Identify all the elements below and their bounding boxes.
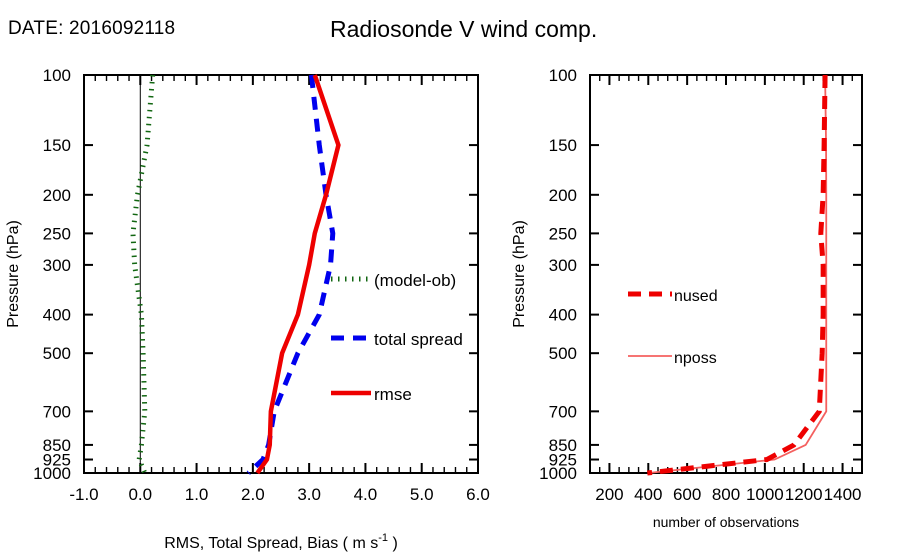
y-tick-label: 1000 xyxy=(33,464,71,483)
legend-label-total-spread: total spread xyxy=(374,330,463,349)
series-rmse xyxy=(255,74,341,475)
x-axis-label-main: RMS, Total Spread, Bias ( m s xyxy=(164,535,378,552)
y-tick-label: 500 xyxy=(43,344,71,363)
y-tick-label: 300 xyxy=(43,256,71,275)
x-tick-label: 0.0 xyxy=(128,485,152,504)
x-tick-label: 400 xyxy=(634,485,662,504)
legend-label-nposs: nposs xyxy=(674,350,717,367)
date-label: DATE: 2016092118 xyxy=(8,18,176,39)
y-tick-label: 200 xyxy=(549,186,577,205)
y-axis-label: Pressure (hPa) xyxy=(511,220,528,328)
plot-frame xyxy=(83,74,479,474)
x-axis-label-tail: ) xyxy=(388,535,398,552)
legend-label-rmse: rmse xyxy=(374,385,412,404)
x-axis-label-superscript: -1 xyxy=(378,532,388,544)
x-tick-label: 2.0 xyxy=(241,485,265,504)
y-tick-label: 250 xyxy=(549,224,577,243)
x-axis-label: number of observations xyxy=(653,514,799,530)
x-tick-label: 4.0 xyxy=(354,485,378,504)
legend-label-model-ob: (model-ob) xyxy=(374,271,456,290)
x-tick-label: 800 xyxy=(712,485,740,504)
y-tick-label: 700 xyxy=(43,402,71,421)
y-tick-label: 400 xyxy=(43,306,71,325)
series-nposs xyxy=(648,74,828,474)
x-tick-label: 1400 xyxy=(824,485,862,504)
page-title: Radiosonde V wind comp. xyxy=(330,16,598,42)
y-tick-label: 850 xyxy=(43,436,71,455)
y-tick-label: 850 xyxy=(549,436,577,455)
x-tick-label: 1200 xyxy=(785,485,823,504)
y-tick-label: 200 xyxy=(43,186,71,205)
y-tick-label: 400 xyxy=(549,306,577,325)
x-tick-label: 200 xyxy=(595,485,623,504)
x-axis-label: RMS, Total Spread, Bias ( m s-1 ) xyxy=(164,532,398,552)
x-tick-label: 1000 xyxy=(746,485,784,504)
y-axis-label: Pressure (hPa) xyxy=(5,220,22,328)
y-tick-label: 150 xyxy=(549,136,577,155)
series-spread xyxy=(246,74,336,475)
series-nused xyxy=(647,74,828,476)
x-tick-label: 600 xyxy=(673,485,701,504)
x-tick-label: 5.0 xyxy=(410,485,434,504)
y-tick-label: 500 xyxy=(549,344,577,363)
x-tick-label: 6.0 xyxy=(466,485,490,504)
x-tick-label: -1.0 xyxy=(69,485,98,504)
x-tick-label: 1.0 xyxy=(185,485,209,504)
y-tick-label: 1000 xyxy=(539,464,577,483)
y-tick-label: 925 xyxy=(43,451,71,470)
y-tick-label: 100 xyxy=(549,66,577,85)
y-tick-label: 925 xyxy=(549,451,577,470)
y-tick-label: 250 xyxy=(43,224,71,243)
y-tick-label: 700 xyxy=(549,402,577,421)
y-tick-label: 300 xyxy=(549,256,577,275)
series-bias xyxy=(130,74,156,474)
legend-label-nused: nused xyxy=(674,288,718,305)
x-tick-label: 3.0 xyxy=(297,485,321,504)
y-tick-label: 150 xyxy=(43,136,71,155)
y-tick-label: 100 xyxy=(43,66,71,85)
